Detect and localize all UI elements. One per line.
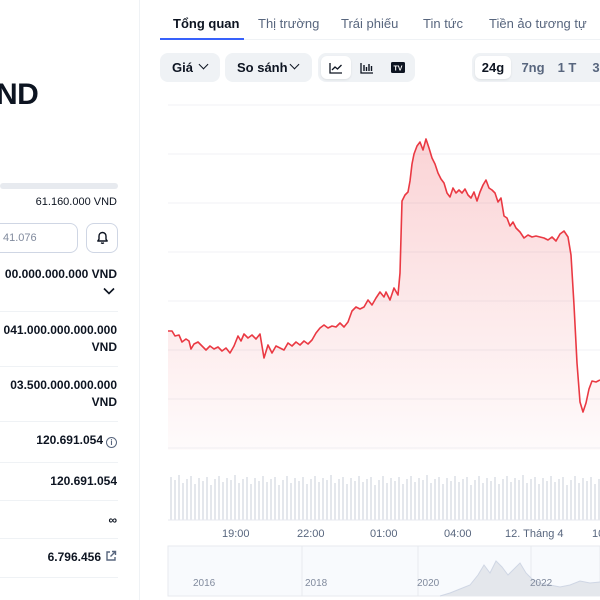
range-3m-button[interactable]: 3 [592, 60, 600, 75]
tab-bonds[interactable]: Trái phiếu [341, 16, 399, 31]
holders-value: 6.796.456 [48, 549, 117, 566]
bell-icon [96, 231, 108, 244]
x-tick: 19:00 [222, 528, 250, 540]
range-1m-button[interactable]: 1 T [557, 60, 577, 75]
section-tabs: Tổng quan Thị trường Trái phiếu Tin tức … [160, 0, 600, 40]
fdv-value: 041.000.000.000.000 VND [3, 323, 117, 354]
tab-overview[interactable]: Tổng quan [173, 16, 240, 31]
chevron-down-icon [289, 59, 300, 70]
info-icon[interactable]: i [106, 437, 117, 448]
market-cap-value: 00.000.000.000 VND [4, 267, 117, 281]
navigator-tick: 2016 [193, 578, 216, 589]
x-tick: 01:00 [370, 528, 398, 540]
svg-text:TV: TV [394, 65, 403, 72]
volume-bars [170, 475, 600, 520]
x-tick: 10 [592, 528, 600, 540]
navigator-tick: 2020 [417, 578, 440, 589]
volume-value: 03.500.000.000.000 VND [10, 378, 117, 409]
converter-input[interactable]: 41.076 [0, 223, 78, 253]
x-tick: 04:00 [444, 528, 472, 540]
tradingview-icon: TV [391, 62, 405, 73]
range-7d-button[interactable]: 7ng [521, 60, 545, 75]
line-chart-button[interactable] [321, 56, 351, 79]
x-tick: 22:00 [297, 528, 325, 540]
price-alert-button[interactable] [86, 223, 118, 253]
coin-stats-panel: ND 61.160.000 VND 41.076 00.000.000.000 … [0, 0, 140, 600]
chevron-down-icon[interactable] [103, 287, 115, 295]
range-24h-button[interactable]: 24g [475, 56, 511, 79]
candlestick-icon [360, 62, 373, 74]
time-range-switch: 24g 7ng 1 T 3 [472, 53, 600, 82]
price-line [168, 138, 600, 413]
tradingview-button[interactable]: TV [383, 56, 413, 79]
circulating-supply-value: 120.691.054 i [36, 432, 117, 449]
navigator-tick: 2022 [530, 578, 553, 589]
total-supply-value: 120.691.054 [50, 474, 117, 488]
price-range-bar [0, 183, 118, 189]
price-area [168, 139, 600, 450]
price-chart[interactable] [160, 95, 600, 600]
price-dropdown[interactable]: Giá [160, 53, 220, 82]
coin-symbol: ND [0, 78, 39, 111]
candlestick-chart-button[interactable] [352, 56, 382, 79]
chart-type-switch: TV [318, 53, 415, 82]
tab-news[interactable]: Tin tức [423, 16, 464, 31]
active-tab-indicator [160, 38, 244, 40]
range-navigator[interactable] [167, 545, 600, 597]
x-tick: 12. Tháng 4 [505, 528, 564, 540]
max-supply-value: ∞ [108, 513, 117, 527]
high-price: 61.160.000 VND [35, 196, 117, 208]
chevron-down-icon [198, 59, 209, 70]
external-link-icon[interactable] [105, 550, 117, 562]
navigator-tick: 2018 [305, 578, 328, 589]
tab-markets[interactable]: Thị trường [258, 16, 320, 31]
tab-similar-coins[interactable]: Tiền ảo tương tự [489, 16, 587, 31]
line-chart-icon [329, 62, 342, 74]
compare-dropdown[interactable]: So sánh [225, 53, 312, 82]
